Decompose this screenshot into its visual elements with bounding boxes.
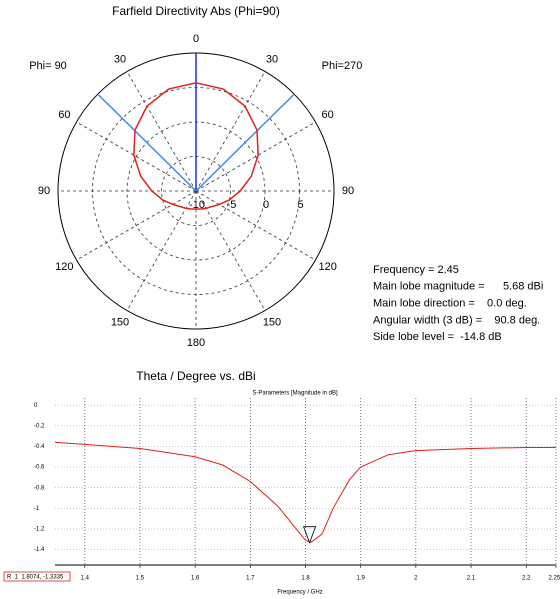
y-tick-label: -0.4 [34, 444, 45, 450]
x-tick-label: 1.8 [301, 576, 310, 582]
y-tick-label: -1 [34, 506, 40, 512]
theta-tick-label: 150 [263, 317, 281, 329]
x-tick-label: 2.1 [467, 576, 476, 582]
x-tick-label: 1.9 [357, 576, 366, 582]
pattern-line [195, 82, 259, 210]
x-tick-label: 2.254 [548, 576, 560, 582]
beam-width-line [195, 93, 295, 192]
y-tick-label: -0.2 [34, 423, 45, 429]
theta-tick-label: 120 [318, 261, 336, 273]
y-tick-label: -1.2 [34, 526, 45, 532]
annotation: Angular width (3 dB) = 90.8 deg. [373, 314, 540, 326]
theta-tick-label: 60 [58, 109, 70, 121]
x-tick-label: 2.2 [522, 576, 531, 582]
theta-tick-label: 30 [266, 53, 278, 65]
annotation: Main lobe direction = 0.0 deg. [373, 298, 527, 310]
y-tick-label: -0.6 [34, 465, 45, 471]
annotation: Side lobe level = -14.8 dB [373, 331, 502, 343]
marker-label-box [3, 571, 71, 582]
r-tick-label: 5 [297, 199, 303, 211]
spoke [195, 121, 316, 192]
spoke [76, 121, 197, 192]
annotation: Frequency = 2.45 [373, 264, 459, 276]
theta-tick-label: 90 [38, 185, 50, 197]
theta-tick-label: 60 [322, 109, 334, 121]
r-tick-label: 0 [263, 199, 269, 211]
y-tick-label: -0.8 [34, 485, 45, 491]
caption: Theta / Degree vs. dBi [136, 369, 255, 383]
theta-tick-label: 120 [55, 261, 73, 273]
spoke [195, 190, 316, 261]
x-tick-label: 1.6 [191, 576, 200, 582]
theta-tick-label: 0 [193, 33, 199, 45]
theta-tick-label: 90 [342, 185, 354, 197]
spoke [76, 190, 197, 261]
spoke [126, 190, 197, 311]
x-tick-label: 2 [414, 576, 418, 582]
y-tick-label: 0 [34, 403, 38, 409]
left-label: Phi= 90 [29, 60, 67, 72]
x-tick-label: 1.7 [246, 576, 255, 582]
theta-tick-label: 150 [111, 317, 129, 329]
r-tick-label: -5 [227, 199, 237, 211]
pattern-line [133, 82, 197, 210]
chart-title: Farfield Directivity Abs (Phi=90) [112, 4, 280, 18]
annotation: Main lobe magnitude = 5.68 dBi [373, 281, 543, 293]
marker [303, 526, 317, 544]
marker-label: R 1 1.8074, -1.3335 [7, 575, 64, 581]
series-line [54, 441, 556, 543]
chart-title: S-Parameters [Magnitude in dB] [252, 391, 338, 397]
y-tick-label: -1.4 [34, 547, 45, 553]
r-tick-label: -10 [189, 199, 205, 211]
theta-tick-label: 180 [187, 337, 205, 349]
beam-width-line [97, 93, 197, 192]
right-label: Phi=270 [322, 60, 363, 72]
spoke [195, 190, 266, 311]
theta-tick-label: 30 [114, 53, 126, 65]
spoke [126, 71, 197, 192]
x-axis-label: Frequency / GHz [277, 590, 322, 596]
x-tick-label: 1.4 [81, 576, 90, 582]
spoke [195, 71, 266, 192]
x-tick-label: 1.5 [136, 576, 145, 582]
